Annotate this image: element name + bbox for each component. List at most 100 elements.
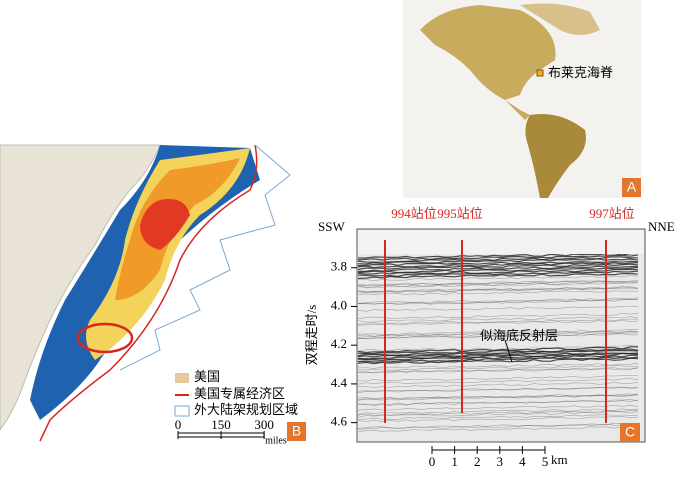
reflector — [357, 286, 639, 293]
reflector — [357, 331, 639, 338]
reflector — [357, 426, 638, 433]
reflector — [357, 318, 639, 325]
reflector — [357, 306, 639, 312]
water-column — [358, 230, 644, 254]
reflector — [357, 332, 638, 339]
scale-label: 1 — [451, 454, 458, 469]
reflector — [357, 386, 639, 392]
reflector — [358, 252, 639, 259]
reflector — [357, 414, 639, 420]
direction-label: SSW — [318, 219, 345, 234]
reflector — [357, 282, 639, 289]
hydrate-peak — [140, 199, 190, 250]
shelf-outline — [119, 144, 291, 371]
reflector — [357, 409, 639, 416]
reflector — [357, 254, 639, 261]
scale-unit: miles — [265, 435, 287, 446]
y-tick-label: 4.0 — [331, 297, 347, 312]
reflector — [357, 330, 639, 337]
reflector — [357, 268, 639, 275]
station-label: 995站位 — [437, 206, 483, 221]
reflector — [357, 356, 639, 362]
reflector — [357, 423, 639, 430]
scale-label: 300 — [254, 417, 274, 432]
reflector — [357, 262, 639, 269]
scale-label: 5 — [542, 454, 549, 469]
hydrate-zone — [86, 148, 250, 360]
reflector — [357, 258, 639, 265]
reflector — [357, 367, 639, 374]
reflector — [357, 353, 639, 360]
y-axis-label: 双程走时/s — [304, 305, 319, 366]
reflector — [357, 352, 639, 360]
reflector — [357, 422, 639, 429]
central-america — [505, 100, 530, 120]
reflector — [357, 286, 639, 294]
panel-badge — [287, 422, 306, 441]
reflector — [357, 408, 639, 415]
us-land — [0, 144, 161, 431]
reflector — [357, 329, 639, 336]
site-ellipse — [76, 322, 134, 354]
reflector — [357, 313, 639, 320]
y-tick-label: 4.2 — [331, 336, 347, 351]
y-tick-label: 4.6 — [331, 414, 348, 429]
reflector — [357, 367, 639, 374]
north-america — [420, 5, 556, 100]
reflector — [357, 287, 639, 294]
reflector — [357, 362, 639, 369]
panel-letter: C — [625, 424, 635, 440]
reflector — [357, 272, 639, 279]
reflector — [357, 316, 639, 323]
legend-swatch — [174, 405, 190, 417]
legend-label: 美国专属经济区 — [194, 386, 285, 401]
panel-badge — [622, 178, 641, 197]
scale-label: 0 — [175, 417, 182, 432]
scale-label: 2 — [474, 454, 481, 469]
place-label: 布莱克海脊 — [548, 65, 613, 80]
reflector — [357, 393, 639, 400]
annotation: 似海底反射层 — [480, 328, 558, 343]
reflector — [357, 381, 639, 388]
legend-swatch — [175, 373, 189, 383]
greenland — [520, 3, 600, 36]
hydrate-high — [115, 158, 240, 300]
site-marker — [536, 69, 544, 77]
reflector — [358, 280, 639, 286]
reflector — [357, 345, 639, 352]
reflector — [357, 357, 639, 365]
reflector — [357, 349, 639, 356]
leader-line — [504, 339, 513, 363]
reflector — [357, 348, 639, 355]
scale-unit: km — [551, 452, 568, 467]
reflector — [357, 386, 639, 394]
reflector — [357, 290, 639, 296]
reflector — [357, 378, 639, 385]
reflector — [357, 281, 639, 288]
panel-letter: A — [627, 179, 637, 195]
reflector — [357, 394, 639, 401]
legend-label: 美国 — [194, 369, 220, 384]
reflector — [357, 415, 639, 422]
reflector — [357, 299, 639, 305]
reflector — [357, 263, 639, 271]
legend-label: 外大陆架规划区域 — [194, 402, 298, 417]
reflector — [357, 393, 639, 400]
reflector — [357, 297, 639, 304]
reflector — [357, 270, 639, 277]
reflector — [357, 410, 639, 418]
reflector — [357, 365, 639, 371]
station-label: 997站位 — [589, 206, 635, 221]
reflector — [357, 260, 639, 267]
eez-line — [39, 144, 258, 442]
panel-badge — [620, 423, 640, 442]
y-tick-label: 4.4 — [331, 375, 348, 390]
reflector — [358, 265, 639, 272]
scale-label: 3 — [497, 454, 504, 469]
scale-label: 4 — [519, 454, 526, 469]
reflector — [357, 375, 639, 382]
reflector — [357, 298, 639, 305]
scale-label: 150 — [211, 417, 231, 432]
reflector — [357, 399, 639, 407]
